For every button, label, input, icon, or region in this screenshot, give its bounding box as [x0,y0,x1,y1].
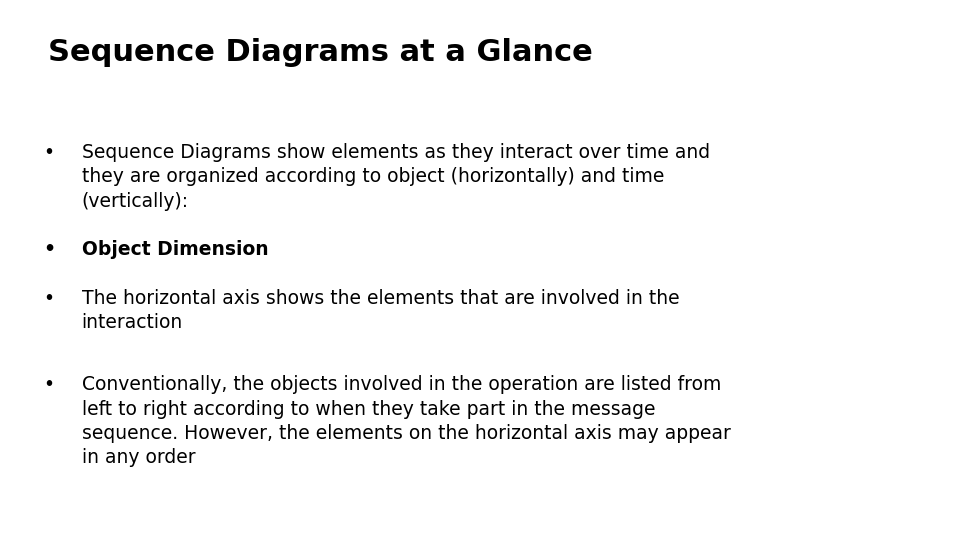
Text: •: • [43,289,55,308]
Text: The horizontal axis shows the elements that are involved in the
interaction: The horizontal axis shows the elements t… [82,289,680,332]
Text: Sequence Diagrams at a Glance: Sequence Diagrams at a Glance [48,38,592,67]
Text: •: • [43,240,56,259]
Text: Conventionally, the objects involved in the operation are listed from
left to ri: Conventionally, the objects involved in … [82,375,731,467]
Text: •: • [43,375,55,394]
Text: Object Dimension: Object Dimension [82,240,268,259]
Text: •: • [43,143,55,162]
Text: Sequence Diagrams show elements as they interact over time and
they are organize: Sequence Diagrams show elements as they … [82,143,709,211]
